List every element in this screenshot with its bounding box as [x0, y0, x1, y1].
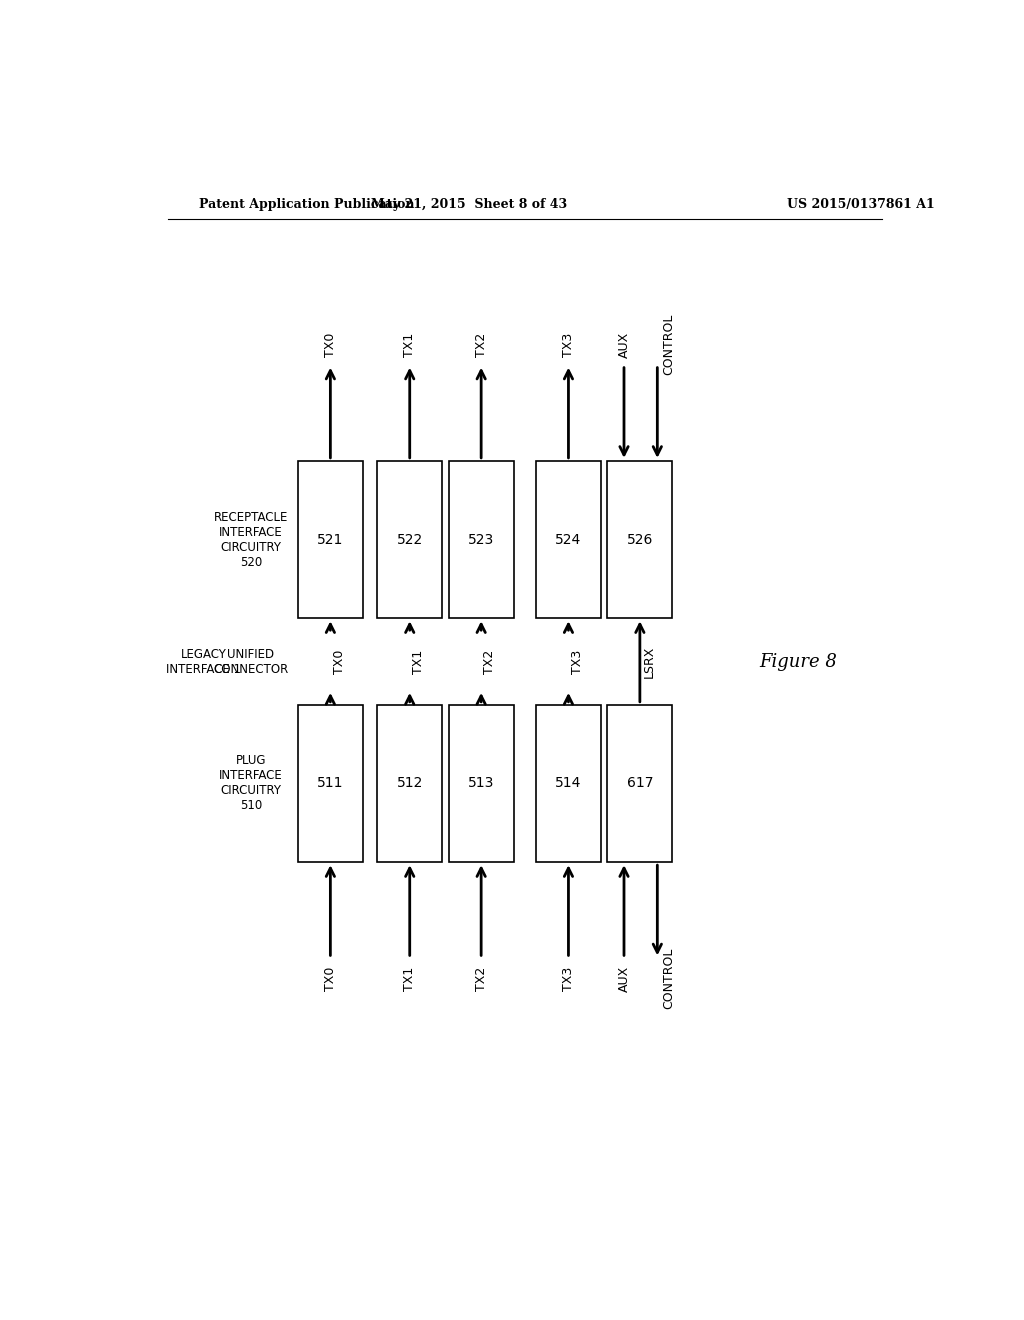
Bar: [607, 705, 673, 862]
Bar: [298, 461, 362, 618]
Bar: [449, 461, 514, 618]
Text: 511: 511: [317, 776, 344, 791]
Text: TX2: TX2: [475, 333, 487, 356]
Text: 521: 521: [317, 532, 344, 546]
Bar: [298, 705, 362, 862]
Text: TX0: TX0: [324, 966, 337, 991]
Text: AUX: AUX: [617, 331, 631, 358]
Text: 526: 526: [627, 532, 653, 546]
Text: LEGACY
INTERFACE 1: LEGACY INTERFACE 1: [166, 648, 241, 676]
Text: 523: 523: [468, 532, 495, 546]
Text: Figure 8: Figure 8: [760, 652, 838, 671]
Text: TX0: TX0: [333, 649, 345, 673]
Text: TX3: TX3: [562, 333, 574, 356]
Text: May 21, 2015  Sheet 8 of 43: May 21, 2015 Sheet 8 of 43: [371, 198, 567, 211]
Text: 617: 617: [627, 776, 653, 791]
Text: TX2: TX2: [483, 649, 497, 673]
Text: 514: 514: [555, 776, 582, 791]
Text: TX0: TX0: [324, 333, 337, 356]
Text: US 2015/0137861 A1: US 2015/0137861 A1: [786, 198, 935, 211]
Text: Patent Application Publication: Patent Application Publication: [200, 198, 415, 211]
Text: PLUG
INTERFACE
CIRCUITRY
510: PLUG INTERFACE CIRCUITRY 510: [219, 755, 283, 813]
Text: CONTROL: CONTROL: [662, 314, 675, 375]
Bar: [607, 461, 673, 618]
Text: 512: 512: [396, 776, 423, 791]
Text: TX1: TX1: [403, 966, 416, 991]
Text: AUX: AUX: [617, 965, 631, 991]
Text: TX1: TX1: [412, 649, 425, 673]
Bar: [449, 705, 514, 862]
Bar: [377, 461, 442, 618]
Text: LSRX: LSRX: [643, 645, 656, 677]
Text: CONTROL: CONTROL: [662, 948, 675, 1010]
Bar: [377, 705, 442, 862]
Text: TX1: TX1: [403, 333, 416, 356]
Text: UNIFIED
CONNECTOR: UNIFIED CONNECTOR: [213, 648, 289, 676]
Text: TX3: TX3: [562, 966, 574, 991]
Text: TX2: TX2: [475, 966, 487, 991]
Text: 513: 513: [468, 776, 495, 791]
Bar: [536, 461, 601, 618]
Text: 522: 522: [396, 532, 423, 546]
Bar: [536, 705, 601, 862]
Text: RECEPTACLE
INTERFACE
CIRCUITRY
520: RECEPTACLE INTERFACE CIRCUITRY 520: [214, 511, 288, 569]
Text: 524: 524: [555, 532, 582, 546]
Text: TX3: TX3: [570, 649, 584, 673]
